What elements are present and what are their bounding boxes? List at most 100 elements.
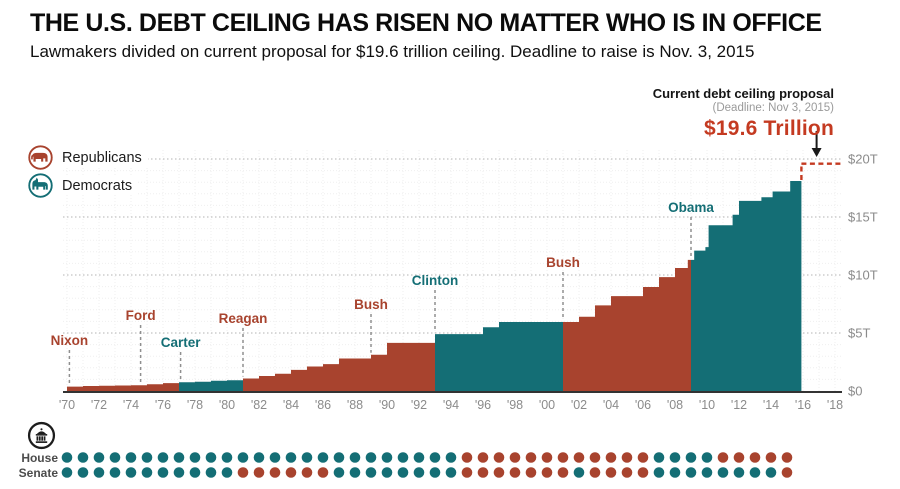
house-dot bbox=[365, 452, 377, 463]
house-dot bbox=[93, 452, 105, 463]
house-dot bbox=[237, 452, 249, 463]
y-tick-label: $20T bbox=[848, 152, 878, 167]
house-dot bbox=[189, 452, 201, 463]
x-tick-label: '92 bbox=[411, 398, 427, 412]
x-tick-label: '18 bbox=[827, 398, 843, 412]
senate-dot bbox=[557, 467, 569, 478]
senate-dot bbox=[157, 467, 169, 478]
house-dot bbox=[317, 452, 329, 463]
house-dot bbox=[285, 452, 297, 463]
x-tick-label: '84 bbox=[283, 398, 299, 412]
president-label-obama: Obama bbox=[668, 200, 714, 215]
senate-dot bbox=[525, 467, 537, 478]
senate-dot bbox=[93, 467, 105, 478]
page-subtitle: Lawmakers divided on current proposal fo… bbox=[30, 42, 755, 61]
senate-dot bbox=[381, 467, 393, 478]
senate-dot bbox=[589, 467, 601, 478]
legend: Republicans Democrats bbox=[28, 145, 148, 201]
senate-dot bbox=[749, 467, 761, 478]
house-dot bbox=[253, 452, 265, 463]
house-dot bbox=[269, 452, 281, 463]
senate-dot bbox=[541, 467, 553, 478]
senate-dot bbox=[253, 467, 265, 478]
x-tick-label: '10 bbox=[699, 398, 715, 412]
senate-dot bbox=[301, 467, 313, 478]
house-dot bbox=[141, 452, 153, 463]
senate-dot bbox=[493, 467, 505, 478]
house-dot bbox=[589, 452, 601, 463]
senate-dot bbox=[637, 467, 649, 478]
house-dot bbox=[397, 452, 409, 463]
senate-dot bbox=[173, 467, 185, 478]
house-dot bbox=[461, 452, 473, 463]
y-tick-label: $15T bbox=[848, 210, 878, 225]
senate-dot bbox=[653, 467, 665, 478]
capitol-icon bbox=[27, 421, 56, 450]
house-dot bbox=[493, 452, 505, 463]
legend-label-democrats: Democrats bbox=[62, 176, 139, 195]
senate-dot bbox=[733, 467, 745, 478]
senate-dot bbox=[477, 467, 489, 478]
x-tick-label: '80 bbox=[219, 398, 235, 412]
house-dot bbox=[349, 452, 361, 463]
page-title: THE U.S. DEBT CEILING HAS RISEN NO MATTE… bbox=[30, 9, 822, 37]
x-tick-label: '78 bbox=[187, 398, 203, 412]
house-dot bbox=[109, 452, 121, 463]
senate-dot bbox=[317, 467, 329, 478]
era-area-reagan-bush bbox=[243, 342, 435, 391]
senate-dot bbox=[333, 467, 345, 478]
house-dot bbox=[173, 452, 185, 463]
republican-elephant-icon bbox=[28, 145, 53, 170]
senate-dot bbox=[685, 467, 697, 478]
proposal-annotation: Current debt ceiling proposal (Deadline:… bbox=[653, 86, 834, 141]
senate-dot bbox=[221, 467, 233, 478]
senate-dot bbox=[349, 467, 361, 478]
senate-dot bbox=[701, 467, 713, 478]
x-tick-label: '96 bbox=[475, 398, 491, 412]
x-tick-label: '94 bbox=[443, 398, 459, 412]
x-tick-label: '02 bbox=[571, 398, 587, 412]
democrat-donkey-icon bbox=[28, 173, 53, 198]
house-dot bbox=[301, 452, 313, 463]
house-dot bbox=[781, 452, 793, 463]
senate-dot bbox=[205, 467, 217, 478]
proposal-arrow-head bbox=[811, 148, 822, 157]
x-tick-label: '04 bbox=[603, 398, 619, 412]
senate-dot bbox=[781, 467, 793, 478]
senate-dot bbox=[509, 467, 521, 478]
senate-dot bbox=[285, 467, 297, 478]
president-label-ford: Ford bbox=[126, 308, 156, 323]
x-tick-label: '12 bbox=[731, 398, 747, 412]
x-tick-label: '70 bbox=[59, 398, 75, 412]
senate-dot bbox=[189, 467, 201, 478]
house-dot bbox=[509, 452, 521, 463]
legend-item-democrats: Democrats bbox=[28, 173, 148, 198]
house-dot bbox=[445, 452, 457, 463]
senate-dot bbox=[461, 467, 473, 478]
era-area-obama bbox=[691, 181, 802, 391]
house-dot bbox=[205, 452, 217, 463]
house-dot bbox=[605, 452, 617, 463]
house-dot bbox=[413, 452, 425, 463]
senate-dot bbox=[237, 467, 249, 478]
x-tick-label: '98 bbox=[507, 398, 523, 412]
house-dot bbox=[77, 452, 89, 463]
house-row-label: House bbox=[21, 451, 58, 465]
president-label-clinton: Clinton bbox=[412, 273, 459, 288]
senate-dot bbox=[445, 467, 457, 478]
x-tick-label: '76 bbox=[155, 398, 171, 412]
y-tick-label: $0 bbox=[848, 384, 862, 399]
senate-row-label: Senate bbox=[18, 466, 58, 480]
house-dot bbox=[557, 452, 569, 463]
x-tick-label: '90 bbox=[379, 398, 395, 412]
house-dot bbox=[621, 452, 633, 463]
senate-dot bbox=[429, 467, 441, 478]
senate-dot bbox=[765, 467, 777, 478]
house-dot bbox=[717, 452, 729, 463]
house-dot bbox=[221, 452, 233, 463]
era-area-carter bbox=[179, 380, 243, 391]
house-dot bbox=[333, 452, 345, 463]
house-dot bbox=[669, 452, 681, 463]
